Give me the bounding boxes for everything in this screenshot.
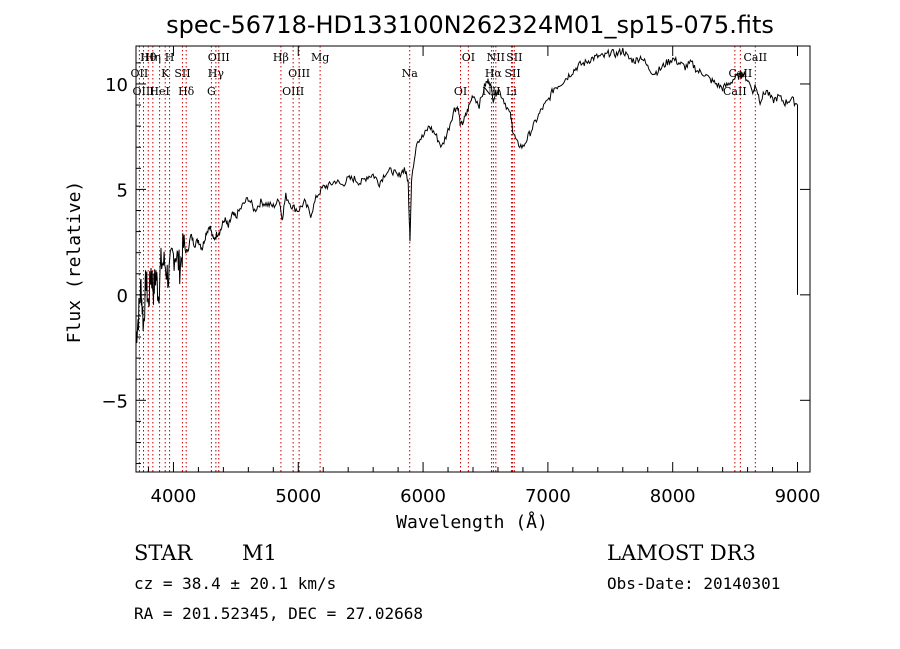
- line-label-19: Hα: [485, 67, 503, 80]
- line-label-21: NII: [487, 51, 505, 64]
- line-label-24: SII: [506, 51, 522, 64]
- x-axis-label: Wavelength (Å): [396, 511, 548, 533]
- line-label-15: Mg: [311, 51, 329, 64]
- line-label-22: SII: [504, 67, 520, 80]
- line-label-1: OII: [131, 67, 149, 80]
- line-label-5: HeI: [149, 85, 169, 98]
- y-tick-label-3: 10: [105, 75, 128, 96]
- y-axis: −5 0 5 10: [101, 62, 810, 465]
- survey-name: LAMOST DR3: [607, 541, 756, 565]
- y-tick-label-0: −5: [101, 391, 128, 412]
- x-tick-label-3: 7000: [525, 486, 571, 507]
- line-label-17: OI: [454, 85, 467, 98]
- y-axis-label: Flux (relative): [64, 181, 85, 344]
- x-tick-label-1: 5000: [275, 486, 321, 507]
- line-label-16: Na: [402, 67, 419, 80]
- line-label-27: CaII: [743, 51, 767, 64]
- y-tick-label-1: 0: [117, 286, 128, 307]
- y-tick-label-2: 5: [117, 180, 128, 201]
- spectral-line-labels: HθOIIOIIIHηKHeIHSIIHδOIIIHγGHβOIIIOIIIMg…: [131, 51, 768, 98]
- spectral-line-markers: [138, 46, 756, 472]
- line-label-2: OIII: [132, 85, 154, 98]
- line-label-7: SII: [174, 67, 190, 80]
- x-tick-label-5: 9000: [775, 486, 821, 507]
- line-label-12: Hβ: [273, 51, 289, 64]
- ra-dec: RA = 201.52345, DEC = 27.02668: [134, 604, 423, 623]
- x-axis: 4000 5000 6000 7000 8000 9000: [147, 46, 821, 507]
- line-label-10: Hγ: [208, 67, 225, 80]
- x-tick-label-2: 6000: [400, 486, 446, 507]
- obs-date: Obs-Date: 20140301: [607, 574, 780, 593]
- line-label-13: OIII: [288, 67, 310, 80]
- line-label-18: OI: [462, 51, 475, 64]
- line-label-8: Hδ: [178, 85, 195, 98]
- line-label-11: G: [207, 85, 216, 98]
- line-label-4: K: [161, 67, 170, 80]
- line-label-14: OIII: [282, 85, 304, 98]
- line-label-26: CaII: [723, 85, 747, 98]
- line-label-0: Hθ: [140, 51, 157, 64]
- object-class: STAR: [134, 541, 193, 565]
- line-label-3: Hη: [145, 51, 161, 64]
- line-label-6: H: [165, 51, 175, 64]
- spectrum-series-line: [135, 47, 798, 344]
- x-tick-label-4: 8000: [650, 486, 696, 507]
- line-label-23: Li: [506, 85, 517, 98]
- line-label-9: OIII: [208, 51, 230, 64]
- chart-title: spec-56718-HD133100N262324M01_sp15-075.f…: [166, 11, 774, 39]
- plot-frame: [135, 45, 811, 473]
- x-tick-label-0: 4000: [151, 486, 197, 507]
- object-subclass: M1: [242, 541, 277, 565]
- redshift-cz: cz = 38.4 ± 20.1 km/s: [134, 574, 336, 593]
